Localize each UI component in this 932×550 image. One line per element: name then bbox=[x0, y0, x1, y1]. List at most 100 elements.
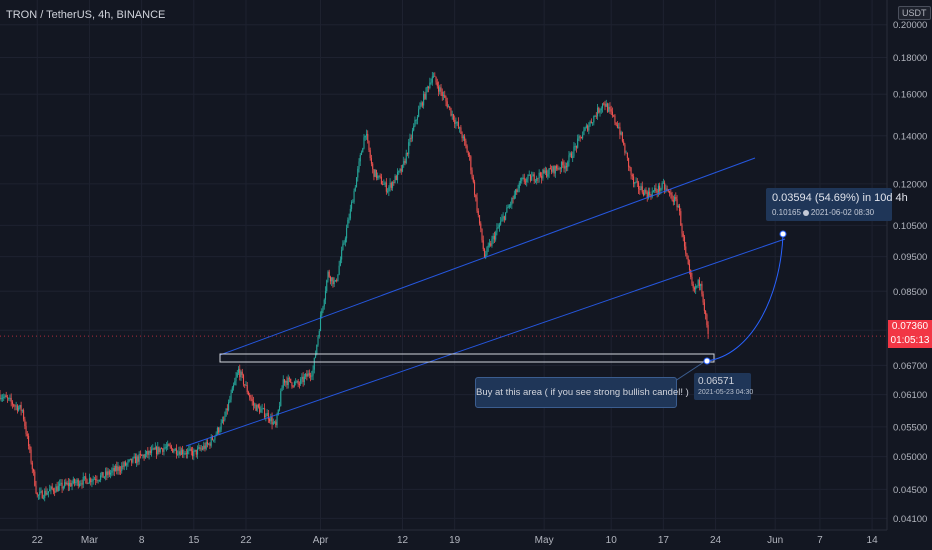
time-tick-label: 22 bbox=[32, 535, 44, 546]
candle-body bbox=[177, 454, 179, 455]
candle-body bbox=[337, 274, 339, 281]
candle-body bbox=[559, 168, 561, 170]
candle-body bbox=[674, 196, 676, 202]
candle-body bbox=[646, 192, 648, 198]
candle-body bbox=[1, 397, 4, 399]
candle-body bbox=[52, 488, 54, 492]
candle-body bbox=[230, 392, 232, 400]
candle-body bbox=[302, 376, 304, 383]
time-tick-label: 19 bbox=[449, 535, 461, 546]
lower-trendline bbox=[185, 238, 786, 447]
candle-body bbox=[529, 174, 532, 181]
candle-body bbox=[64, 482, 66, 487]
currency-badge[interactable]: USDT bbox=[898, 6, 931, 20]
candle-body bbox=[357, 168, 359, 178]
candle-body bbox=[419, 106, 421, 110]
candle-body bbox=[28, 435, 30, 447]
candle-body bbox=[599, 110, 601, 113]
candle-body bbox=[103, 476, 105, 478]
candle-body bbox=[218, 427, 220, 433]
candle-body bbox=[506, 207, 508, 213]
candle-body bbox=[519, 181, 522, 183]
candle-body bbox=[483, 248, 486, 258]
candle-body bbox=[400, 168, 402, 172]
price-tick-label: 0.04100 bbox=[893, 514, 927, 525]
candle-body bbox=[560, 161, 563, 170]
candle-body bbox=[5, 395, 7, 398]
candle-body bbox=[551, 169, 553, 172]
candle-body bbox=[0, 398, 2, 400]
buy-point-label[interactable]: 0.06571 2021-05-23 04:30 bbox=[694, 373, 753, 400]
candle-body bbox=[170, 446, 172, 449]
candle-body bbox=[71, 483, 73, 487]
candle-body bbox=[487, 245, 489, 248]
candle-body bbox=[413, 126, 415, 131]
candle-body bbox=[72, 479, 74, 484]
candle-body bbox=[308, 373, 310, 376]
candle-body bbox=[184, 453, 186, 455]
candle-body bbox=[21, 410, 23, 411]
candle-body bbox=[272, 422, 274, 425]
candle-body bbox=[193, 450, 195, 457]
price-tick-label: 0.05500 bbox=[893, 422, 927, 433]
buy-area-callout[interactable]: Buy at this area ( if you see strong bul… bbox=[475, 377, 689, 408]
candle-body bbox=[467, 152, 469, 156]
time-tick-label: 24 bbox=[710, 535, 722, 546]
candle-body bbox=[676, 199, 678, 208]
candle-body bbox=[444, 95, 446, 98]
gridlines bbox=[0, 0, 887, 530]
candle-body bbox=[46, 492, 48, 495]
candle-body bbox=[584, 127, 586, 131]
candle-body bbox=[428, 87, 430, 89]
candle-body bbox=[136, 456, 138, 464]
candle-body bbox=[277, 409, 279, 415]
candle-body bbox=[486, 247, 488, 255]
candle-body bbox=[688, 264, 691, 270]
candle-body bbox=[259, 407, 261, 413]
candle-body bbox=[139, 453, 141, 455]
candle-body bbox=[162, 448, 164, 452]
candle-body bbox=[204, 445, 206, 449]
candle-body bbox=[290, 378, 292, 383]
price-tick-label: 0.09500 bbox=[893, 252, 927, 263]
candle-body bbox=[220, 422, 222, 430]
candle-body bbox=[353, 190, 355, 202]
candle-body bbox=[660, 188, 662, 191]
candle-body bbox=[578, 136, 580, 139]
candle-body bbox=[67, 482, 69, 487]
candle-body bbox=[369, 150, 371, 159]
candle-body bbox=[512, 198, 514, 199]
symbol-title[interactable]: TRON / TetherUS, 4h, BINANCE bbox=[6, 9, 166, 21]
candle-body bbox=[203, 445, 205, 450]
candle-body bbox=[9, 397, 11, 399]
candle-body bbox=[538, 172, 540, 179]
candle-body bbox=[409, 137, 411, 143]
candle-body bbox=[87, 482, 89, 484]
candle-body bbox=[153, 448, 155, 450]
candle-body bbox=[362, 148, 364, 153]
candle-body bbox=[172, 448, 174, 453]
measure-label[interactable]: 0.03594 (54.69%) in 10d 4h 0.10165 2021-0… bbox=[766, 188, 908, 221]
candle-body bbox=[435, 76, 437, 83]
candle-body bbox=[640, 186, 642, 190]
candle-body bbox=[126, 463, 128, 466]
candle-body bbox=[195, 449, 197, 455]
candle-body bbox=[677, 205, 679, 208]
candle-body bbox=[138, 453, 140, 462]
candle-body bbox=[301, 376, 303, 380]
candle-body bbox=[262, 408, 264, 410]
candle-body bbox=[328, 271, 330, 277]
candle-body bbox=[656, 191, 658, 193]
candle-body bbox=[169, 445, 171, 447]
candle-body bbox=[634, 182, 636, 184]
price-axis: 0.04100 0.04500 0.05000 0.05500 0.06100 0.067… bbox=[893, 0, 927, 525]
candle-body bbox=[235, 376, 237, 382]
candle-body bbox=[470, 156, 472, 171]
candle-body bbox=[280, 391, 282, 407]
candle-body bbox=[565, 166, 568, 168]
candle-body bbox=[451, 114, 453, 116]
time-tick-label: 14 bbox=[867, 535, 879, 546]
candle-body bbox=[686, 253, 688, 259]
candle-body bbox=[11, 401, 13, 405]
